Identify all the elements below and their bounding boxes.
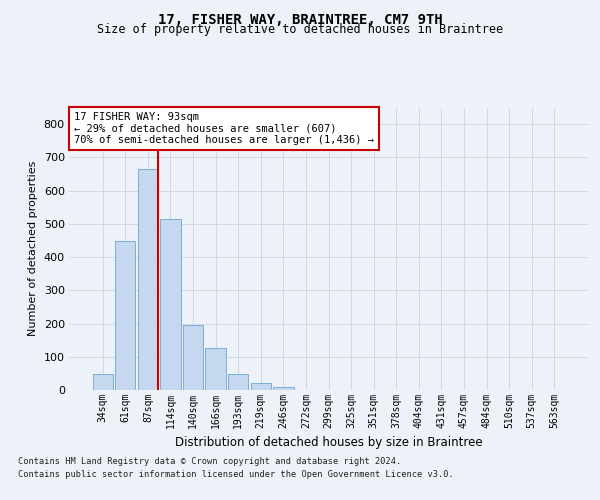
Text: 17, FISHER WAY, BRAINTREE, CM7 9TH: 17, FISHER WAY, BRAINTREE, CM7 9TH: [158, 12, 442, 26]
Bar: [205, 348, 226, 390]
Bar: [138, 170, 158, 390]
Text: 17 FISHER WAY: 93sqm
← 29% of detached houses are smaller (607)
70% of semi-deta: 17 FISHER WAY: 93sqm ← 29% of detached h…: [74, 112, 374, 145]
Bar: [273, 388, 293, 390]
Text: Size of property relative to detached houses in Braintree: Size of property relative to detached ho…: [97, 22, 503, 36]
X-axis label: Distribution of detached houses by size in Braintree: Distribution of detached houses by size …: [175, 436, 482, 450]
Bar: [160, 219, 181, 390]
Bar: [183, 325, 203, 390]
Text: Contains public sector information licensed under the Open Government Licence v3: Contains public sector information licen…: [18, 470, 454, 479]
Bar: [251, 382, 271, 390]
Bar: [115, 242, 136, 390]
Y-axis label: Number of detached properties: Number of detached properties: [28, 161, 38, 336]
Bar: [228, 374, 248, 390]
Bar: [92, 374, 113, 390]
Text: Contains HM Land Registry data © Crown copyright and database right 2024.: Contains HM Land Registry data © Crown c…: [18, 458, 401, 466]
